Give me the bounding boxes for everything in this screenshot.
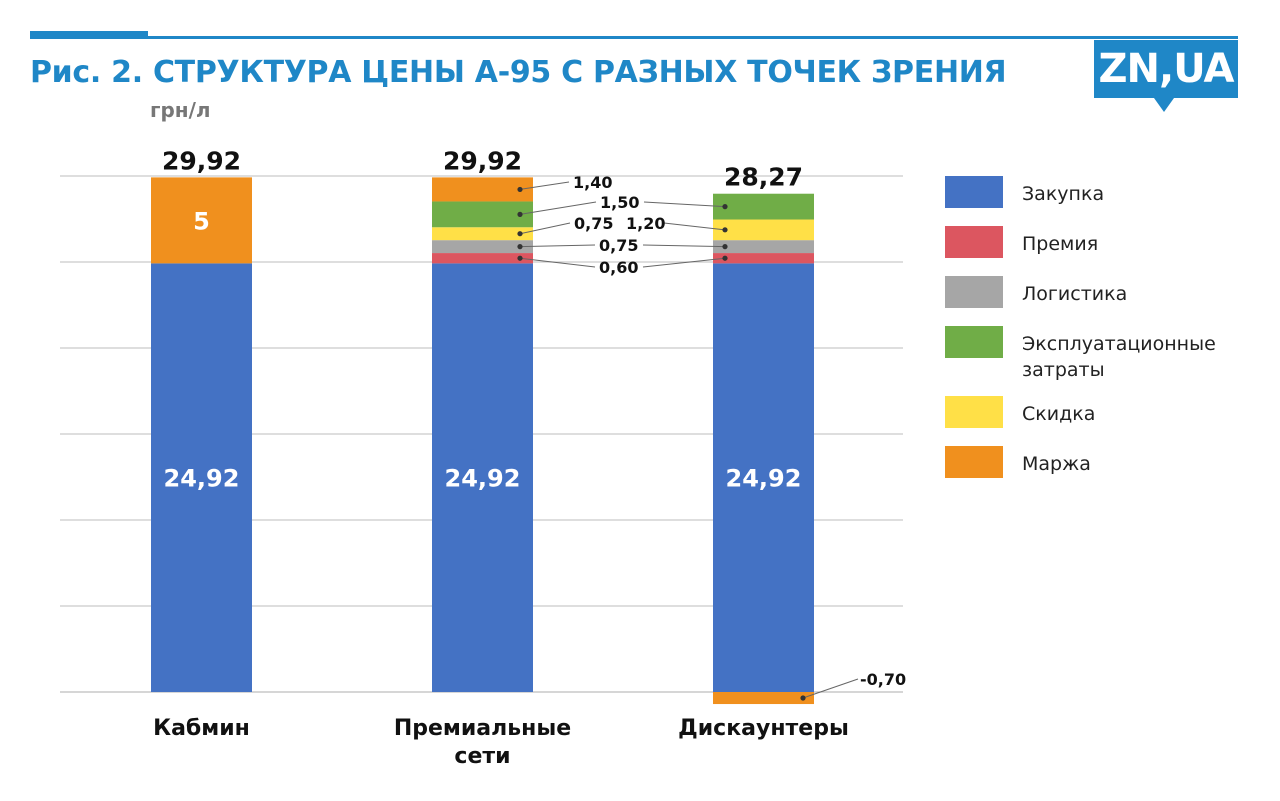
bar-segment (713, 240, 814, 254)
callout-dot (722, 244, 728, 250)
callout-line (519, 257, 596, 268)
callout-label: 0,60 (599, 258, 638, 277)
bar-segment (432, 263, 533, 692)
callout-label: 0,75 (574, 214, 613, 233)
bar-segment (151, 263, 252, 692)
legend-swatch (945, 176, 1003, 208)
category-label: Дискаунтеры (678, 716, 849, 741)
legend-label: Логистика (1022, 283, 1128, 305)
legend-item: Премия (945, 226, 1265, 276)
bars (151, 177, 814, 705)
callout-label: 1,20 (626, 214, 665, 233)
callout-dot (517, 255, 523, 261)
callout-line (642, 244, 726, 248)
segment-label: 24,92 (726, 465, 802, 493)
category-label: Премиальные (394, 716, 571, 741)
callout-dot (517, 211, 523, 217)
callout-dot (517, 186, 523, 193)
chart-title: Рис. 2. СТРУКТУРА ЦЕНЫ А-95 С РАЗНЫХ ТОЧ… (30, 55, 1007, 90)
category-label: сети (454, 744, 510, 769)
legend-swatch (945, 446, 1003, 478)
total-label: 29,92 (162, 146, 241, 175)
callout-line (519, 244, 596, 248)
total-label: 29,92 (443, 146, 522, 175)
legend-label: Скидка (1022, 403, 1096, 425)
callout-label: 0,75 (599, 236, 638, 255)
bar-segment (432, 253, 533, 264)
callout-dot (722, 255, 728, 261)
bar-segment (713, 219, 814, 241)
legend-label: Маржа (1022, 453, 1091, 475)
legend-swatch (945, 326, 1003, 358)
logo-tail-icon (1154, 98, 1174, 112)
callout-dot (722, 204, 728, 210)
labels: 29,92 Кабмин 24,92 5 29,92 Премиальные сети 24,… (153, 146, 906, 769)
callout-line (519, 181, 570, 190)
total-label: 28,27 (724, 163, 803, 192)
bar-segment (432, 201, 533, 228)
logo-text: ZN,UA (1098, 46, 1235, 92)
bar-segment (713, 692, 814, 705)
legend-item: Логистика (945, 276, 1265, 326)
callout-label: -0,70 (860, 670, 906, 689)
segment-label: 5 (193, 207, 210, 235)
legend-swatch (945, 396, 1003, 428)
legend-label: Премия (1022, 233, 1099, 255)
legend-item: Скидка (945, 396, 1265, 446)
unit-label: грн/л (150, 98, 211, 122)
header-rule (30, 36, 1238, 39)
zn-ua-logo: ZN,UA (1094, 40, 1238, 112)
segment-label: 24,92 (445, 465, 521, 493)
legend-item: Закупка (945, 176, 1265, 226)
header-accent-bar (30, 31, 148, 39)
legend-label: Закупка (1022, 183, 1105, 205)
callout-line (642, 257, 726, 268)
callout-line (663, 222, 726, 231)
legend-item: Эксплуатационные затраты (945, 326, 1265, 396)
segment-label: 24,92 (164, 465, 240, 493)
callout-dot (800, 695, 806, 701)
legend-item: Маржа (945, 446, 1265, 496)
bar-segment (713, 193, 814, 220)
callout-dot (517, 244, 523, 250)
legend: Закупка Премия Логистика Эксплуатационные з… (945, 176, 1265, 496)
callout-label: 1,40 (573, 173, 612, 192)
callout-line (519, 201, 597, 215)
legend-swatch (945, 276, 1003, 308)
callout-line (519, 222, 571, 235)
bar-segment (432, 227, 533, 241)
bar-segment (713, 253, 814, 264)
bar-segment (432, 177, 533, 202)
legend-swatch (945, 226, 1003, 258)
bar-segment (432, 240, 533, 254)
callouts (517, 181, 859, 701)
callout-line (802, 678, 859, 699)
callout-dot (517, 231, 523, 237)
callout-label: 1,50 (600, 193, 639, 212)
callout-dot (722, 227, 728, 233)
callout-line (643, 201, 726, 208)
legend-label: Эксплуатационные затраты (1022, 333, 1216, 381)
bar-segment (151, 177, 252, 264)
bar-segment (713, 263, 814, 692)
category-label: Кабмин (153, 716, 250, 741)
